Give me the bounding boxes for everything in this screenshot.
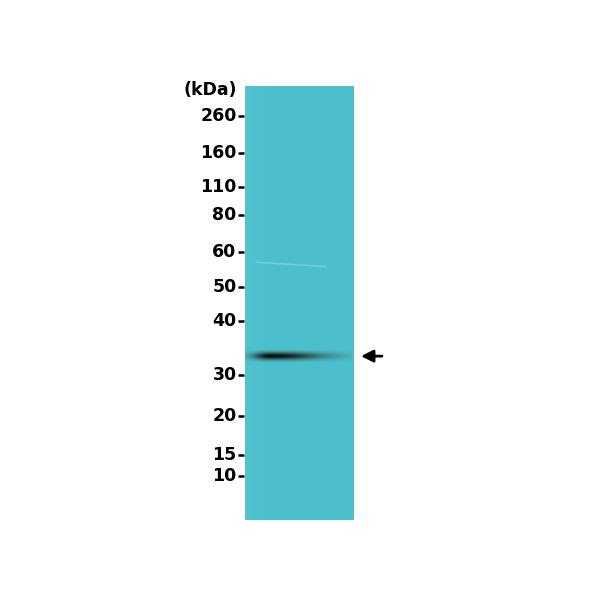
- Text: 15: 15: [212, 446, 236, 464]
- Bar: [260, 86, 261, 520]
- Text: (kDa): (kDa): [183, 80, 236, 98]
- Bar: [245, 86, 246, 520]
- Text: 10: 10: [212, 467, 236, 485]
- Text: 110: 110: [200, 178, 236, 196]
- Bar: [269, 86, 271, 520]
- Bar: [253, 86, 254, 520]
- Text: 260: 260: [200, 107, 236, 125]
- Bar: [256, 86, 257, 520]
- Bar: [247, 86, 249, 520]
- Text: 80: 80: [212, 206, 236, 224]
- Text: 40: 40: [212, 311, 236, 329]
- Bar: [249, 86, 250, 520]
- Bar: [261, 86, 262, 520]
- Bar: [245, 86, 354, 520]
- Bar: [271, 86, 272, 520]
- Bar: [259, 86, 260, 520]
- Bar: [262, 86, 264, 520]
- Bar: [268, 86, 269, 520]
- Text: 50: 50: [212, 278, 236, 296]
- Text: 160: 160: [200, 144, 236, 162]
- Bar: [250, 86, 251, 520]
- Bar: [246, 86, 247, 520]
- Text: 20: 20: [212, 407, 236, 425]
- Bar: [251, 86, 253, 520]
- Text: 30: 30: [212, 365, 236, 383]
- Bar: [257, 86, 259, 520]
- Bar: [265, 86, 266, 520]
- Text: 60: 60: [212, 243, 236, 261]
- Bar: [264, 86, 265, 520]
- Bar: [266, 86, 268, 520]
- Bar: [254, 86, 256, 520]
